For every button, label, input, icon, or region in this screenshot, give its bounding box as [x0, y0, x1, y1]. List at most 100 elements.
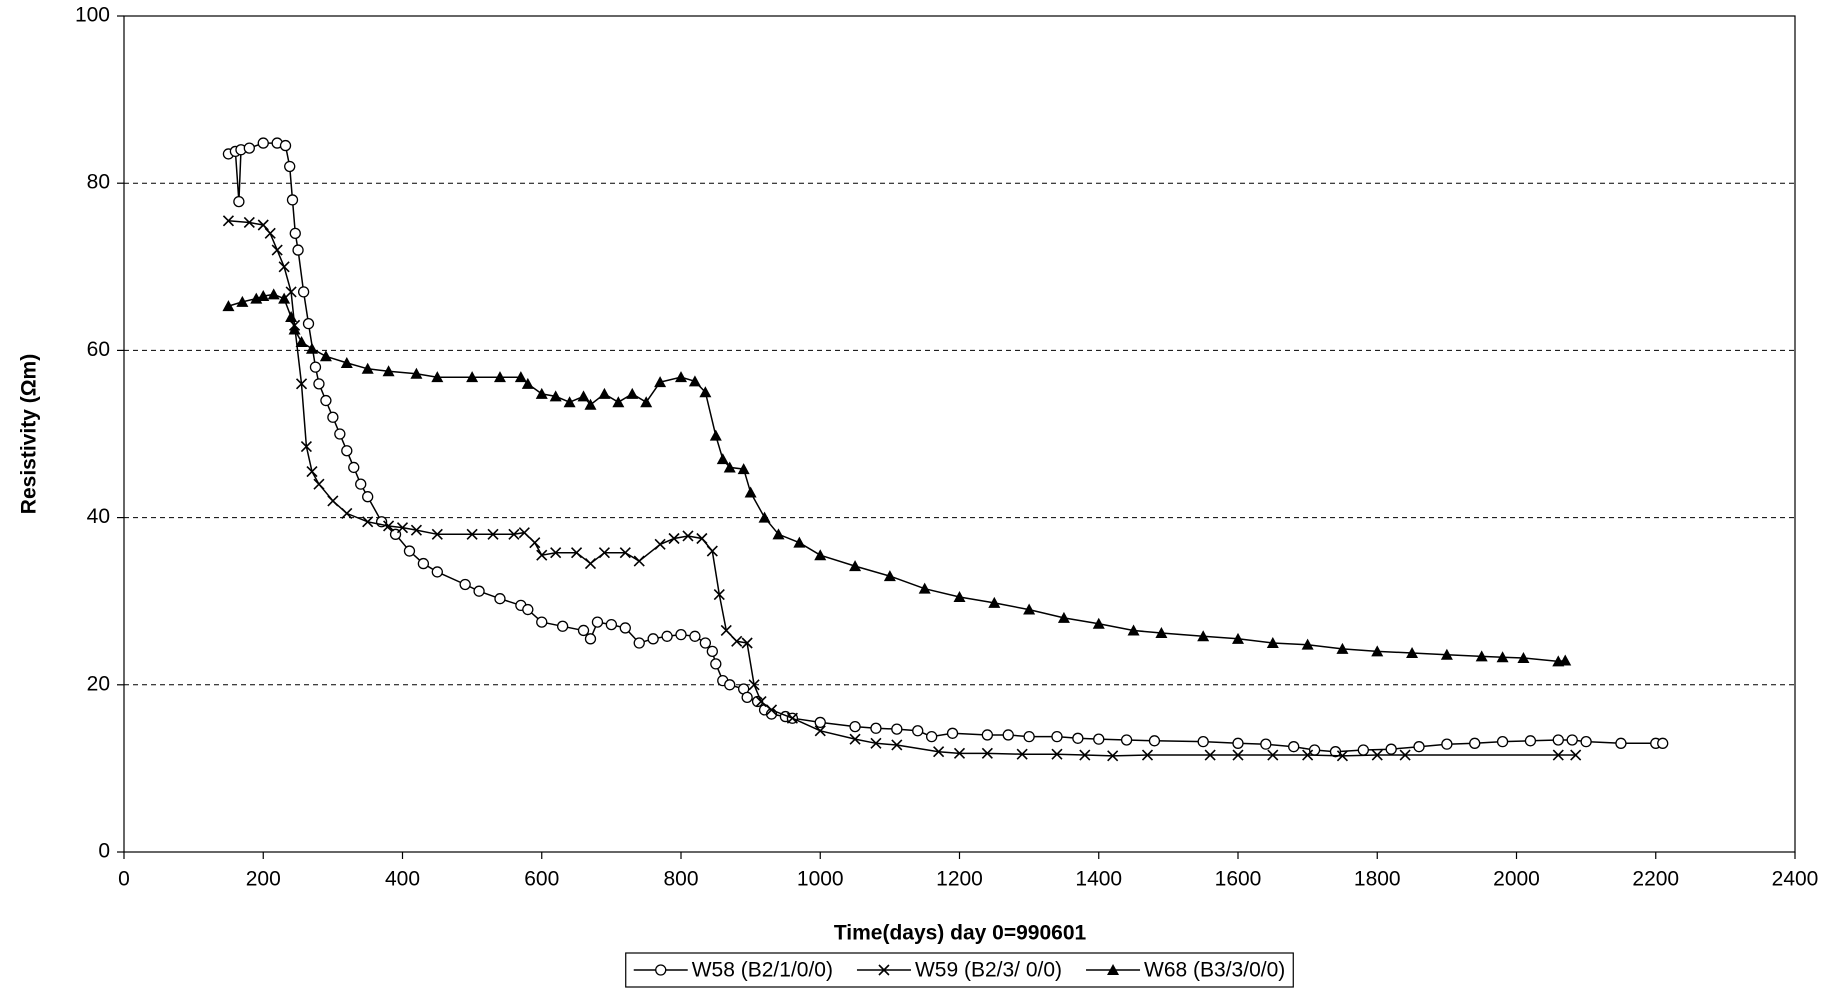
marker: [1120, 734, 1133, 746]
y-tick-label: 20: [87, 672, 110, 695]
marker: [556, 620, 569, 632]
x-tick-label: 0: [118, 868, 130, 891]
marker: [891, 723, 903, 735]
marker: [473, 585, 485, 597]
y-tick-label: 0: [98, 840, 110, 863]
marker: [305, 342, 318, 354]
marker: [682, 530, 694, 542]
marker: [410, 524, 422, 536]
marker: [508, 528, 520, 540]
marker: [267, 288, 280, 300]
marker: [1475, 650, 1488, 662]
marker: [1092, 617, 1105, 629]
marker: [696, 532, 708, 545]
marker: [710, 658, 722, 670]
y-tick-label: 60: [87, 338, 110, 361]
marker: [731, 635, 743, 647]
marker: [661, 630, 673, 642]
marker: [1197, 735, 1209, 748]
marker: [577, 390, 590, 402]
y-tick-label: 40: [87, 505, 110, 528]
x-tick-label: 2200: [1632, 868, 1679, 891]
marker: [1093, 733, 1105, 745]
marker: [706, 645, 718, 658]
marker: [1232, 632, 1244, 644]
marker: [494, 593, 506, 605]
marker: [257, 219, 269, 231]
y-axis-title: Resistivity (Ωm): [18, 354, 41, 514]
marker: [758, 511, 771, 523]
marker: [584, 398, 597, 410]
marker: [417, 557, 430, 570]
marker: [713, 588, 725, 601]
marker: [737, 463, 750, 475]
marker: [1570, 749, 1582, 761]
marker: [536, 616, 548, 628]
marker: [289, 227, 301, 240]
y-tick-label: 100: [75, 4, 110, 27]
marker: [535, 387, 548, 399]
marker: [1002, 729, 1014, 741]
marker: [466, 371, 479, 383]
marker: [870, 722, 882, 734]
marker: [431, 528, 443, 540]
marker: [313, 378, 325, 390]
marker: [300, 440, 312, 453]
marker: [410, 367, 423, 379]
marker: [1057, 611, 1070, 623]
marker: [1266, 637, 1279, 648]
marker: [640, 396, 653, 408]
marker: [348, 461, 360, 474]
marker: [654, 538, 666, 550]
marker: [1440, 648, 1453, 660]
marker: [1260, 738, 1272, 750]
marker: [284, 160, 296, 173]
marker: [612, 396, 625, 408]
marker: [1413, 741, 1425, 753]
marker: [814, 725, 826, 737]
marker: [933, 746, 945, 758]
marker: [891, 739, 903, 751]
x-tick-label: 2400: [1772, 868, 1819, 891]
marker: [699, 637, 712, 649]
marker: [536, 549, 548, 561]
marker: [233, 195, 245, 208]
marker: [1079, 749, 1091, 761]
marker: [988, 596, 1001, 608]
marker: [295, 336, 308, 348]
marker: [786, 712, 798, 724]
marker: [431, 566, 443, 578]
marker: [514, 371, 527, 383]
marker: [278, 261, 290, 273]
marker: [883, 570, 896, 582]
marker: [633, 637, 645, 649]
marker: [1301, 638, 1314, 650]
marker: [1107, 750, 1119, 762]
marker: [327, 411, 339, 423]
marker: [309, 361, 322, 373]
marker: [1288, 741, 1300, 753]
marker: [1329, 746, 1342, 758]
marker: [1559, 654, 1572, 666]
marker: [1204, 749, 1216, 761]
marker: [570, 547, 583, 559]
marker: [706, 545, 718, 557]
marker: [361, 362, 374, 374]
x-tick-label: 800: [663, 868, 698, 891]
marker: [362, 491, 374, 503]
marker: [563, 396, 576, 408]
marker: [598, 547, 610, 559]
marker: [1406, 647, 1419, 659]
marker: [466, 528, 478, 540]
marker: [724, 679, 736, 691]
marker: [549, 390, 562, 402]
legend-label: W68 (B3/3/0/0): [1144, 959, 1285, 982]
marker: [598, 387, 611, 399]
marker: [383, 520, 395, 532]
marker: [1072, 732, 1084, 744]
marker: [1657, 737, 1669, 749]
marker: [334, 428, 346, 440]
x-tick-label: 1800: [1354, 868, 1401, 891]
marker: [302, 317, 315, 330]
marker: [1308, 744, 1321, 756]
